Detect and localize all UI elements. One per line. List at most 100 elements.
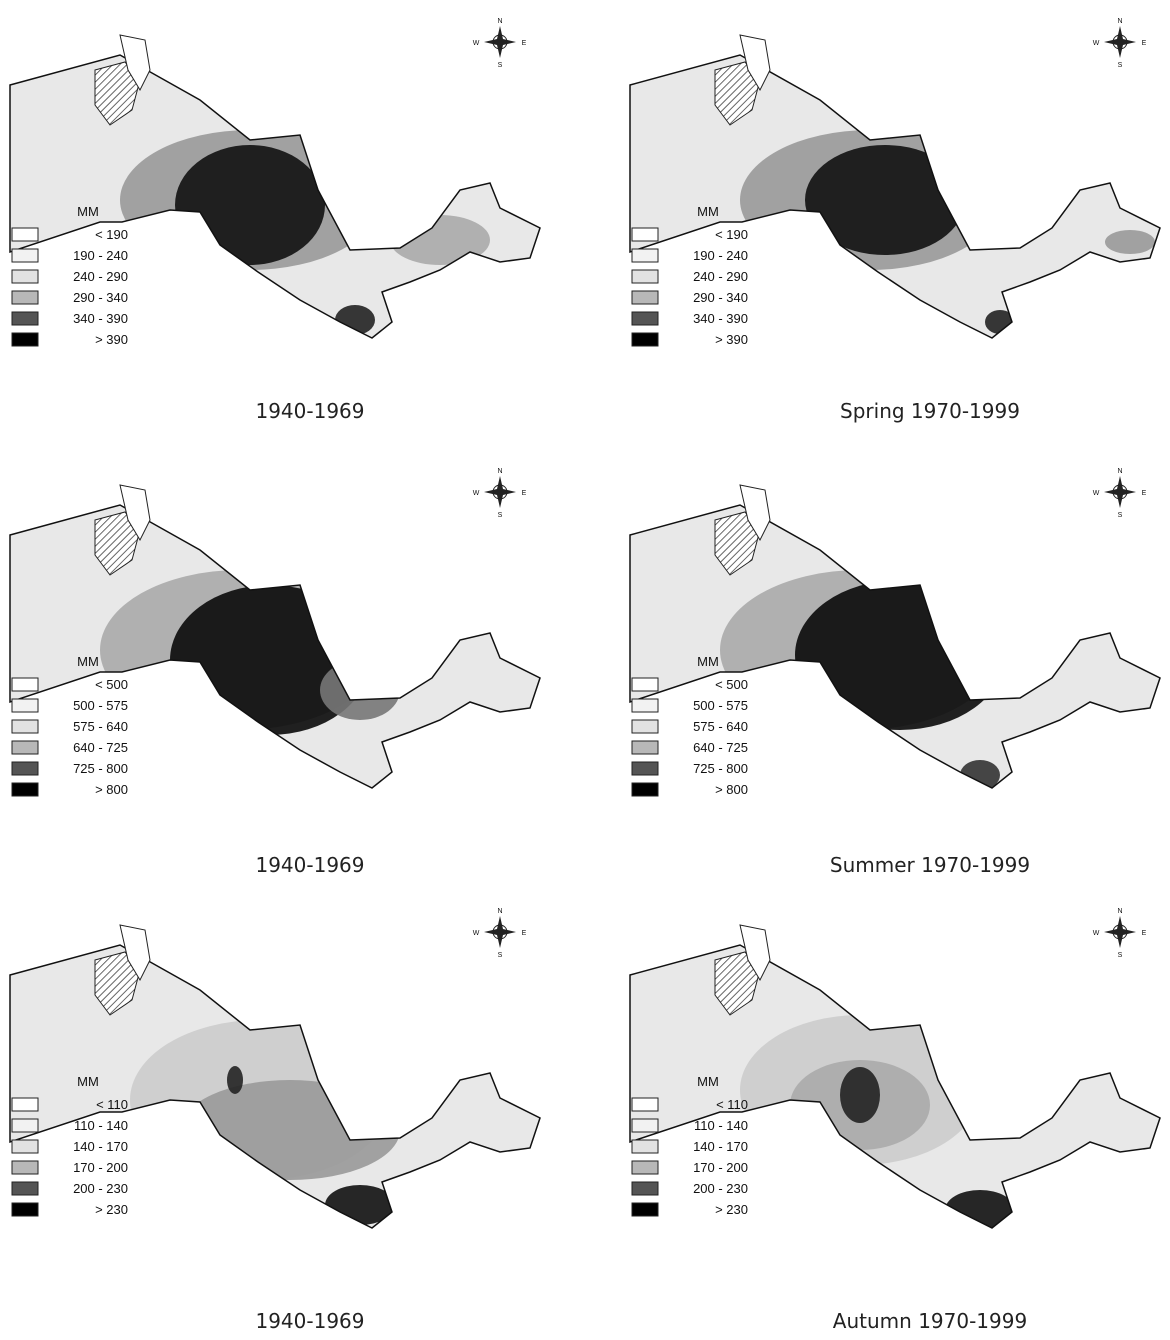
legend-swatch	[12, 312, 38, 325]
legend-label: 340 - 390	[73, 311, 128, 326]
compass: NSWE	[1093, 468, 1147, 519]
shading	[740, 1015, 1015, 1230]
legend-swatch	[12, 1140, 38, 1153]
compass-w: W	[473, 40, 480, 47]
legend-swatch	[12, 291, 38, 304]
shade-zone	[795, 580, 1005, 730]
shade-zone	[175, 145, 325, 265]
legend-label: 725 - 800	[693, 761, 748, 776]
legend-swatch	[12, 270, 38, 283]
legend-label: 200 - 230	[73, 1181, 128, 1196]
legend-swatch	[632, 1119, 658, 1132]
compass-rose	[1104, 916, 1136, 948]
legend-label: 290 - 340	[73, 290, 128, 305]
compass-n: N	[497, 908, 502, 915]
compass: NSWE	[473, 908, 527, 959]
map-panel: NSWEMM< 110110 - 140140 - 170170 - 20020…	[10, 908, 540, 1333]
legend-swatch	[632, 720, 658, 733]
shade-zone	[227, 1066, 243, 1094]
shade-zone	[390, 215, 490, 265]
legend-label: > 800	[715, 782, 748, 797]
legend-label: 190 - 240	[693, 248, 748, 263]
compass-e: E	[522, 930, 527, 937]
legend-label: 110 - 140	[74, 1118, 128, 1133]
legend-title: MM	[77, 204, 99, 219]
legend-label: 575 - 640	[693, 719, 748, 734]
legend-swatch	[632, 228, 658, 241]
legend-swatch	[12, 333, 38, 346]
legend-swatch	[632, 678, 658, 691]
legend-label: 200 - 230	[693, 1181, 748, 1196]
legend-swatch	[632, 291, 658, 304]
shading	[120, 130, 490, 335]
shade-zone	[805, 145, 965, 255]
shade-zone	[985, 310, 1015, 334]
legend-swatch	[12, 678, 38, 691]
legend-label: 170 - 200	[73, 1160, 128, 1175]
caption: 1940-1969	[255, 399, 364, 423]
compass-w: W	[1093, 40, 1100, 47]
compass-s: S	[1118, 952, 1123, 959]
legend-label: > 390	[715, 332, 748, 347]
legend-label: 240 - 290	[693, 269, 748, 284]
legend-title: MM	[697, 654, 719, 669]
compass: NSWE	[1093, 908, 1147, 959]
map-panel: N S W E MM < 190 190 - 240 240 - 290 290 - 340 34…	[630, 18, 1160, 423]
shade-zone	[840, 1067, 880, 1123]
legend-swatch	[632, 333, 658, 346]
legend-label: 290 - 340	[693, 290, 748, 305]
legend-label: < 500	[715, 677, 748, 692]
compass: N S W E	[1093, 18, 1147, 69]
legend-swatch	[632, 312, 658, 325]
compass-e: E	[522, 40, 527, 47]
legend-swatch	[632, 1182, 658, 1195]
legend-label: < 190	[95, 227, 128, 242]
legend-swatch	[12, 1161, 38, 1174]
legend-title: MM	[697, 204, 719, 219]
legend-swatch	[12, 249, 38, 262]
shading	[100, 570, 400, 735]
legend-label: 240 - 290	[73, 269, 128, 284]
legend-swatch	[632, 1161, 658, 1174]
legend-label: < 190	[715, 227, 748, 242]
compass-rose	[484, 916, 516, 948]
legend-swatch	[632, 741, 658, 754]
legend-swatch	[12, 762, 38, 775]
legend-label: 640 - 725	[693, 740, 748, 755]
legend-swatch	[12, 720, 38, 733]
legend-label: 575 - 640	[73, 719, 128, 734]
legend-label: > 390	[95, 332, 128, 347]
legend-label: 340 - 390	[693, 311, 748, 326]
compass-n: N	[1117, 18, 1122, 25]
shading	[130, 1020, 400, 1225]
legend-swatch	[632, 1098, 658, 1111]
legend-label: 110 - 140	[694, 1118, 748, 1133]
caption: 1940-1969	[255, 1309, 364, 1333]
legend-label: 170 - 200	[693, 1160, 748, 1175]
legend-label: < 110	[716, 1097, 748, 1112]
shade-zone	[320, 660, 400, 720]
legend-label: 190 - 240	[73, 248, 128, 263]
legend-swatch	[632, 783, 658, 796]
legend-swatch	[12, 1203, 38, 1216]
compass-e: E	[1142, 40, 1147, 47]
legend-title: MM	[697, 1074, 719, 1089]
compass-n: N	[497, 468, 502, 475]
compass-rose	[1104, 26, 1136, 58]
legend-swatch	[12, 741, 38, 754]
compass-rose	[484, 476, 516, 508]
page: N S W E MM < 190 190 - 240 240 - 290 290 - 340 34…	[0, 0, 1170, 1340]
compass-s: S	[1118, 62, 1123, 69]
caption: Spring 1970-1999	[840, 399, 1020, 423]
legend-swatch	[12, 228, 38, 241]
legend-label: 500 - 575	[73, 698, 128, 713]
legend-swatch	[12, 1119, 38, 1132]
compass-e: E	[1142, 930, 1147, 937]
figure: N S W E MM < 190 190 - 240 240 - 290 290 - 340 34…	[0, 0, 1170, 1340]
legend-label: < 110	[96, 1097, 128, 1112]
shade-zone	[1105, 230, 1155, 254]
